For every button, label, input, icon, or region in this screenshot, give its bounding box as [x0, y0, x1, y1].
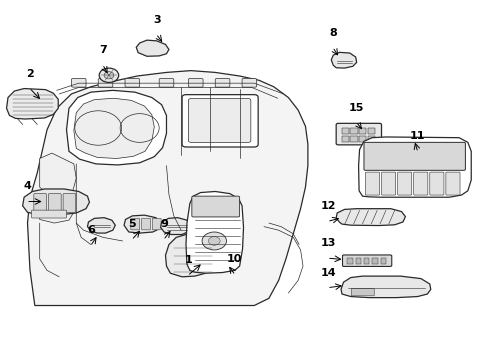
Polygon shape: [335, 209, 405, 226]
FancyBboxPatch shape: [367, 136, 374, 142]
Text: 7: 7: [99, 45, 107, 55]
FancyBboxPatch shape: [188, 99, 250, 142]
FancyBboxPatch shape: [125, 78, 140, 87]
Circle shape: [208, 237, 220, 245]
FancyBboxPatch shape: [188, 78, 203, 87]
FancyBboxPatch shape: [242, 78, 256, 87]
FancyBboxPatch shape: [34, 194, 46, 212]
Text: 2: 2: [26, 68, 34, 78]
Polygon shape: [185, 192, 243, 273]
Text: 10: 10: [226, 254, 242, 264]
FancyBboxPatch shape: [429, 172, 443, 195]
Polygon shape: [124, 215, 161, 233]
FancyBboxPatch shape: [365, 172, 379, 195]
FancyBboxPatch shape: [159, 78, 173, 87]
Polygon shape: [74, 98, 154, 158]
Polygon shape: [330, 52, 356, 68]
FancyBboxPatch shape: [98, 78, 113, 87]
Polygon shape: [22, 189, 89, 215]
Bar: [346, 258, 352, 264]
FancyBboxPatch shape: [142, 219, 150, 230]
Polygon shape: [27, 71, 307, 306]
Bar: [355, 258, 360, 264]
Polygon shape: [340, 276, 430, 298]
Polygon shape: [136, 40, 168, 56]
Text: 9: 9: [160, 219, 168, 229]
Text: 5: 5: [128, 219, 136, 229]
FancyBboxPatch shape: [445, 172, 459, 195]
FancyBboxPatch shape: [152, 219, 161, 230]
FancyBboxPatch shape: [413, 172, 427, 195]
FancyBboxPatch shape: [367, 128, 374, 134]
Text: 4: 4: [23, 181, 31, 192]
Text: 3: 3: [153, 15, 160, 25]
Bar: [380, 258, 385, 264]
Text: 6: 6: [87, 225, 95, 235]
FancyBboxPatch shape: [191, 196, 239, 217]
Polygon shape: [40, 153, 76, 196]
Bar: [371, 258, 377, 264]
FancyBboxPatch shape: [71, 78, 86, 87]
Polygon shape: [66, 90, 166, 165]
Circle shape: [202, 232, 226, 250]
FancyBboxPatch shape: [215, 78, 229, 87]
Polygon shape: [6, 89, 58, 119]
Polygon shape: [87, 218, 115, 233]
Text: 1: 1: [184, 255, 192, 265]
FancyBboxPatch shape: [358, 128, 366, 134]
Text: 15: 15: [348, 103, 364, 113]
FancyBboxPatch shape: [397, 172, 411, 195]
FancyBboxPatch shape: [342, 255, 391, 266]
FancyBboxPatch shape: [131, 219, 140, 230]
Bar: [363, 258, 368, 264]
Text: 14: 14: [320, 267, 335, 278]
Circle shape: [99, 68, 119, 82]
Polygon shape: [40, 190, 75, 223]
FancyBboxPatch shape: [182, 95, 258, 147]
FancyBboxPatch shape: [335, 123, 381, 145]
Polygon shape: [358, 137, 470, 197]
FancyBboxPatch shape: [358, 136, 366, 142]
Text: 12: 12: [320, 201, 335, 211]
FancyBboxPatch shape: [48, 194, 61, 212]
FancyBboxPatch shape: [349, 128, 357, 134]
FancyBboxPatch shape: [341, 136, 348, 142]
Text: 8: 8: [329, 28, 336, 38]
FancyBboxPatch shape: [63, 194, 76, 212]
Text: 11: 11: [409, 131, 425, 141]
FancyBboxPatch shape: [363, 142, 465, 170]
FancyBboxPatch shape: [381, 172, 395, 195]
FancyBboxPatch shape: [341, 128, 348, 134]
Polygon shape: [160, 218, 191, 234]
FancyBboxPatch shape: [350, 289, 373, 296]
Polygon shape: [165, 234, 216, 277]
FancyBboxPatch shape: [31, 210, 66, 218]
Circle shape: [104, 72, 114, 79]
FancyBboxPatch shape: [349, 136, 357, 142]
Text: 13: 13: [320, 238, 335, 248]
